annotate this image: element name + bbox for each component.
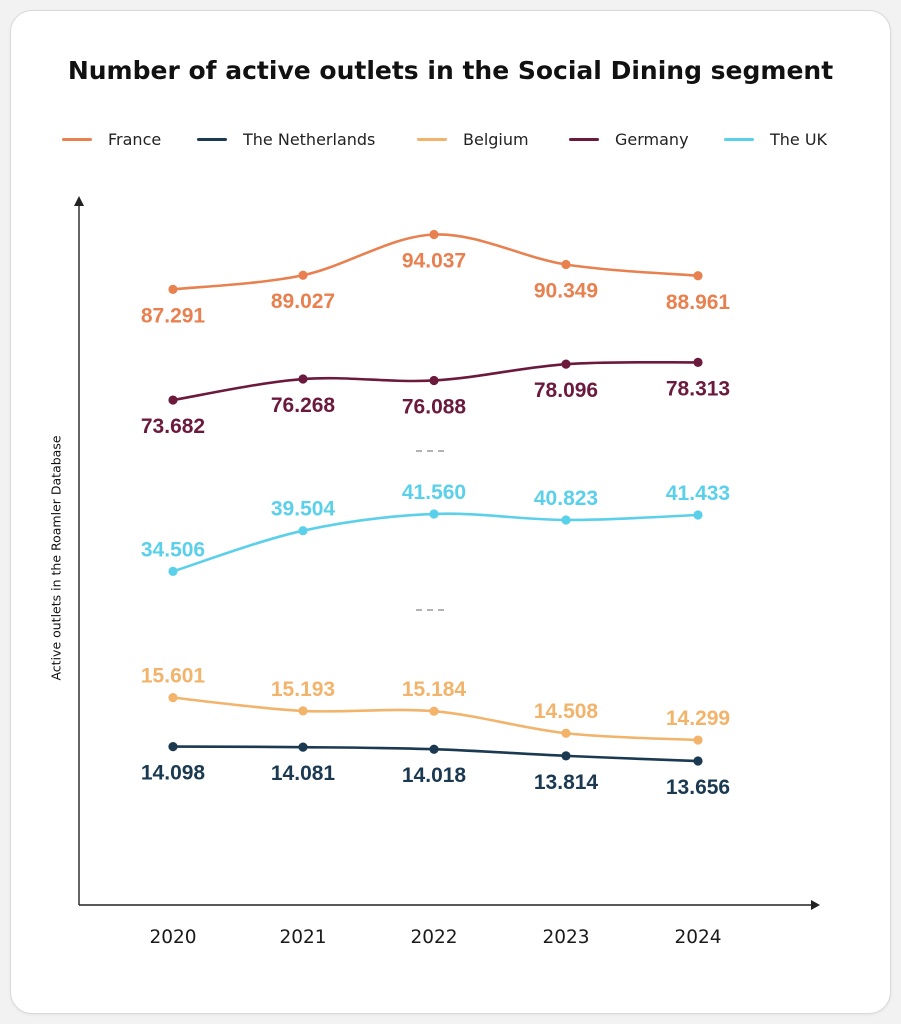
data-label-france: 94.037: [402, 249, 466, 272]
legend-swatch-france: [62, 137, 92, 141]
legend-swatch-belgium: [417, 137, 447, 141]
data-point-the-uk[interactable]: [298, 526, 308, 536]
data-point-the-netherlands[interactable]: [298, 742, 308, 752]
data-label-the-netherlands: 14.098: [141, 762, 206, 785]
data-label-the-uk: 41.560: [402, 481, 466, 504]
data-label-germany: 73.682: [141, 415, 205, 438]
data-point-the-uk[interactable]: [693, 510, 703, 520]
legend-label-france: France: [108, 129, 162, 149]
legend: France The Netherlands Belgium Germany T…: [0, 128, 901, 150]
data-point-germany[interactable]: [693, 357, 703, 367]
data-point-the-netherlands[interactable]: [429, 744, 439, 754]
legend-swatch-the-uk: [724, 137, 754, 141]
axis-breaks: [416, 450, 444, 611]
data-label-france: 88.961: [666, 291, 731, 314]
data-point-germany[interactable]: [561, 359, 571, 369]
data-label-france: 89.027: [271, 290, 335, 313]
data-point-france[interactable]: [561, 259, 571, 270]
x-tick-label: 2022: [410, 927, 457, 948]
y-axis-arrow: [74, 196, 84, 206]
data-point-france[interactable]: [429, 229, 439, 240]
data-labels: 87.291 89.027 94.037 90.349 88.961 14.098 14.0…: [141, 249, 731, 799]
x-tick-label: 2024: [674, 927, 721, 948]
data-point-the-uk[interactable]: [561, 515, 571, 525]
data-label-the-netherlands: 13.656: [666, 776, 730, 799]
legend-label-belgium: Belgium: [463, 129, 529, 149]
chart-title: Number of active outlets in the Social D…: [67, 56, 834, 85]
data-point-france[interactable]: [168, 284, 178, 294]
data-point-france[interactable]: [298, 270, 308, 280]
data-label-belgium: 14.508: [534, 700, 599, 723]
data-point-belgium[interactable]: [168, 693, 178, 703]
legend-label-the-netherlands: The Netherlands: [243, 129, 376, 149]
axes: [74, 196, 820, 910]
legend-item-the-netherlands[interactable]: The Netherlands: [197, 128, 375, 150]
data-label-the-uk: 40.823: [534, 487, 598, 510]
data-label-the-uk: 39.504: [271, 498, 336, 521]
data-point-france[interactable]: [693, 271, 703, 281]
legend-label-germany: Germany: [615, 129, 689, 149]
legend-swatch-the-netherlands: [197, 137, 227, 141]
data-label-germany: 76.268: [271, 394, 336, 417]
data-point-belgium[interactable]: [298, 706, 308, 716]
legend-item-the-uk[interactable]: The UK: [724, 128, 827, 150]
data-point-germany[interactable]: [429, 375, 439, 386]
data-label-the-uk: 34.506: [141, 538, 205, 561]
data-point-germany[interactable]: [298, 374, 308, 384]
data-label-the-netherlands: 13.814: [534, 771, 599, 794]
data-label-germany: 78.096: [534, 379, 598, 402]
data-label-the-netherlands: 14.018: [402, 764, 467, 787]
legend-item-france[interactable]: France: [62, 128, 161, 150]
data-label-belgium: 15.184: [402, 678, 467, 701]
legend-swatch-germany: [569, 137, 599, 141]
x-tick-label: 2021: [279, 927, 326, 948]
data-label-the-netherlands: 14.081: [271, 762, 336, 785]
x-tick-label: 2023: [542, 927, 589, 948]
legend-item-belgium[interactable]: Belgium: [417, 128, 529, 150]
x-tick-label: 2020: [149, 927, 196, 948]
data-label-france: 90.349: [534, 279, 598, 302]
data-point-belgium[interactable]: [429, 706, 439, 716]
chart-card: [10, 10, 891, 1014]
data-point-the-netherlands[interactable]: [693, 756, 703, 766]
series-line-the-uk: [172, 512, 699, 573]
data-label-france: 87.291: [141, 304, 206, 327]
legend-label-the-uk: The UK: [770, 129, 828, 149]
data-point-the-uk[interactable]: [429, 509, 439, 519]
series-line-belgium: [172, 696, 699, 742]
x-axis-arrow: [811, 900, 820, 910]
x-ticks: 2020 2021 2022 2023 2024: [149, 927, 721, 948]
legend-item-germany[interactable]: Germany: [569, 128, 689, 150]
data-label-belgium: 14.299: [666, 707, 730, 730]
data-point-belgium[interactable]: [561, 728, 571, 738]
data-point-belgium[interactable]: [693, 735, 703, 745]
data-point-germany[interactable]: [168, 395, 178, 405]
series-points: [168, 229, 703, 766]
data-label-germany: 76.088: [402, 395, 467, 418]
data-label-the-uk: 41.433: [666, 482, 730, 505]
data-point-the-netherlands[interactable]: [168, 742, 178, 752]
data-label-belgium: 15.193: [271, 678, 335, 701]
data-label-germany: 78.313: [666, 377, 730, 400]
data-label-belgium: 15.601: [141, 665, 206, 688]
data-point-the-uk[interactable]: [168, 566, 178, 576]
data-point-the-netherlands[interactable]: [561, 751, 571, 761]
